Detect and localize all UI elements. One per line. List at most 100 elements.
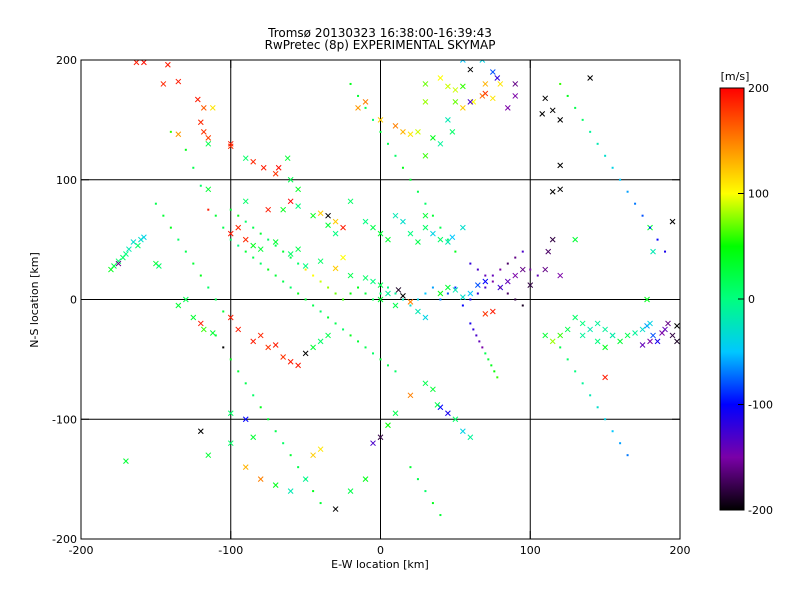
- data-point-dot: [424, 490, 427, 493]
- colorbar-tick-label: -100: [748, 399, 773, 412]
- data-point-dot: [237, 214, 240, 217]
- data-point-x: [422, 212, 429, 219]
- data-point-dot: [478, 340, 481, 343]
- data-point-x: [434, 402, 441, 408]
- data-point-dot: [529, 268, 532, 271]
- data-point-x: [422, 152, 429, 159]
- data-point-x: [242, 416, 249, 423]
- data-point-x: [564, 326, 571, 333]
- data-point-dot: [446, 238, 449, 241]
- data-point-x: [489, 69, 496, 75]
- data-point-x: [479, 93, 486, 99]
- data-point-x: [362, 275, 369, 281]
- data-point-dot: [372, 118, 375, 121]
- data-point-dot: [342, 298, 345, 301]
- data-point-dot: [297, 466, 300, 469]
- data-point-x: [227, 230, 234, 237]
- data-point-dot: [491, 274, 494, 277]
- data-point-dot: [229, 238, 232, 241]
- data-point-dot: [259, 406, 262, 409]
- data-point-x: [400, 293, 406, 299]
- data-point-x: [165, 61, 171, 68]
- data-point-x: [395, 287, 402, 293]
- data-point-dot: [506, 292, 509, 295]
- data-point-dot: [169, 130, 172, 133]
- data-point-dot: [604, 154, 607, 157]
- data-point-dot: [506, 262, 509, 265]
- data-point-dot: [379, 358, 382, 361]
- data-point-x: [242, 236, 249, 243]
- data-point-dot: [244, 382, 247, 385]
- x-tick-label: 200: [670, 544, 691, 557]
- data-point-x: [120, 254, 126, 261]
- data-point-dot: [222, 226, 225, 229]
- data-point-x: [639, 326, 646, 333]
- data-point-dot: [484, 274, 487, 277]
- data-point-dot: [319, 310, 322, 313]
- data-point-dot: [319, 280, 322, 283]
- data-point-x: [650, 332, 656, 339]
- data-point-dot: [514, 298, 517, 301]
- data-point-dot: [401, 166, 404, 169]
- chart-subtitle: RwPretec (8p) EXPERIMENTAL SKYMAP: [265, 38, 496, 52]
- data-point-dot: [327, 286, 330, 289]
- data-point-dot: [476, 268, 479, 271]
- data-point-x: [392, 123, 399, 129]
- data-point-dot: [289, 256, 292, 259]
- data-point-x: [474, 282, 481, 288]
- data-point-x: [265, 206, 272, 213]
- data-point-x: [227, 410, 234, 417]
- data-point-dot: [641, 214, 644, 217]
- data-point-x: [310, 344, 316, 351]
- data-point-dot: [177, 238, 180, 241]
- data-point-x: [617, 338, 623, 345]
- data-point-x: [662, 326, 668, 333]
- data-point-x: [669, 218, 676, 225]
- colorbar-tick-label: 0: [748, 293, 755, 306]
- y-tick-label: -200: [52, 533, 77, 546]
- data-point-dot: [484, 286, 487, 289]
- data-point-x: [512, 272, 519, 279]
- data-point-x: [654, 338, 661, 345]
- data-point-dot: [237, 244, 240, 247]
- data-point-x: [422, 224, 429, 231]
- data-point-x: [549, 338, 556, 345]
- data-point-x: [205, 452, 212, 459]
- data-point-x: [579, 332, 586, 339]
- data-point-dot: [469, 298, 472, 301]
- data-point-dot: [304, 268, 307, 271]
- data-point-x: [362, 99, 369, 105]
- data-point-x: [362, 218, 369, 225]
- data-point-x: [647, 320, 653, 327]
- data-point-x: [385, 422, 391, 429]
- data-point-x: [437, 140, 444, 147]
- data-point-dot: [259, 262, 262, 265]
- data-point-x: [242, 464, 249, 471]
- data-point-dot: [297, 262, 300, 265]
- data-point-dot: [416, 190, 419, 193]
- data-point-x: [302, 350, 309, 357]
- data-point-x: [449, 234, 456, 241]
- data-point-x: [674, 338, 680, 345]
- data-point-x: [272, 170, 279, 177]
- data-point-x: [332, 265, 339, 272]
- data-point-dot: [619, 442, 622, 445]
- data-point-x: [445, 284, 451, 291]
- data-point-dot: [401, 298, 404, 301]
- data-point-x: [437, 236, 444, 243]
- data-point-dot: [521, 304, 524, 307]
- data-point-x: [257, 476, 264, 482]
- data-point-dot: [267, 268, 270, 271]
- data-point-x: [479, 60, 486, 63]
- data-point-dot: [364, 106, 367, 109]
- data-point-dot: [297, 292, 300, 295]
- data-point-dot: [192, 262, 195, 265]
- data-point-x: [287, 251, 294, 257]
- data-point-dot: [214, 298, 217, 301]
- data-point-x: [400, 128, 406, 135]
- data-point-x: [594, 338, 601, 345]
- data-point-dot: [364, 292, 367, 295]
- data-point-x: [123, 458, 129, 465]
- data-point-x: [542, 332, 549, 339]
- data-point-x: [209, 330, 216, 336]
